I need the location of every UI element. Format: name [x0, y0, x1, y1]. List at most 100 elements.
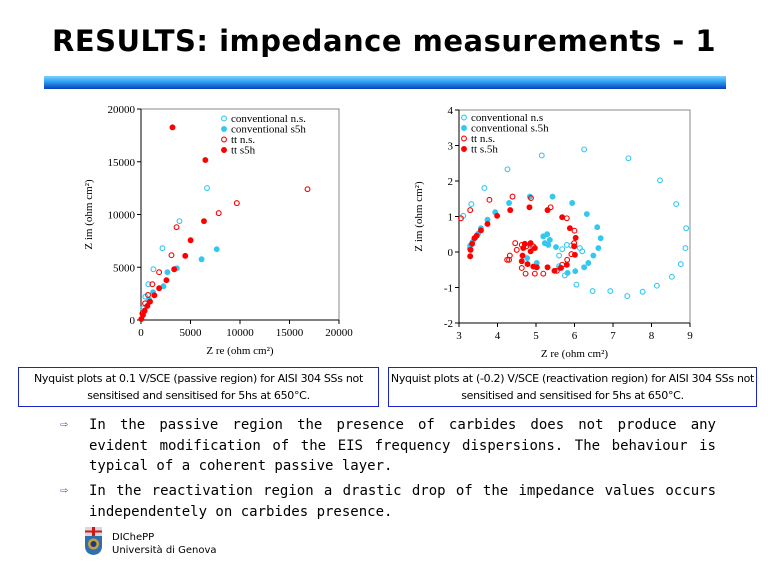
- data-point: [524, 261, 531, 268]
- legend-label: conventional n.s: [471, 112, 543, 124]
- bullet-text: In the reactivation region a drastic dro…: [89, 483, 716, 520]
- data-point: [653, 282, 660, 289]
- data-point: [524, 255, 531, 261]
- legend-label: tt s.5h: [471, 144, 498, 156]
- data-point: [486, 196, 493, 203]
- data-point: [607, 288, 614, 295]
- data-point: [156, 285, 163, 292]
- slide-title: RESULTS: impedance measurements - 1: [51, 24, 717, 58]
- data-point: [504, 166, 511, 173]
- data-point: [304, 186, 311, 193]
- nyquist-plot-passive: 0 5000 10000 15000 20000 0 5000 10000 15000 20000…: [83, 104, 353, 357]
- data-point: [544, 207, 551, 214]
- data-point: [572, 234, 579, 241]
- bullet-item: ⇨ In the passive region the presence of …: [60, 415, 716, 477]
- y-tick-label: -2: [444, 318, 453, 330]
- x-axis-label: Z re (ohm cm²): [206, 345, 273, 357]
- data-point: [506, 200, 513, 206]
- data-point: [540, 270, 547, 277]
- x-tick-label: 5: [533, 330, 539, 342]
- legend-marker: [221, 115, 227, 122]
- data-point: [163, 277, 170, 284]
- legend-marker: [461, 114, 467, 121]
- caption-reactivation: Nyquist plots at (-0.2) V/SCE (reactivat…: [388, 367, 757, 407]
- x-tick-label: 10000: [226, 327, 254, 339]
- data-point: [202, 157, 209, 164]
- x-tick-label: 7: [610, 330, 616, 342]
- x-tick-label: 9: [687, 330, 693, 342]
- data-point: [590, 252, 597, 259]
- data-point: [150, 266, 157, 273]
- data-point: [173, 224, 180, 231]
- data-point: [176, 218, 183, 225]
- x-tick-label: 4: [495, 330, 501, 342]
- data-point: [477, 227, 484, 234]
- data-point: [147, 298, 153, 305]
- data-point: [544, 264, 551, 271]
- data-point: [594, 224, 601, 231]
- data-point: [583, 211, 590, 217]
- legend-marker: [461, 125, 467, 131]
- data-point: [530, 263, 537, 270]
- data-point: [467, 246, 474, 253]
- data-point: [579, 248, 586, 255]
- data-point: [468, 201, 475, 208]
- x-axis-label: Z re (ohm cm²): [541, 348, 608, 360]
- y-tick-label: 5000: [113, 262, 136, 274]
- data-point: [144, 303, 151, 309]
- data-point: [545, 241, 552, 248]
- data-point: [540, 233, 547, 240]
- data-point: [198, 256, 205, 263]
- data-point: [213, 246, 220, 253]
- y-axis-label: Z im (ohm cm²): [83, 179, 95, 250]
- data-point: [233, 200, 240, 207]
- x-tick-label: 3: [456, 330, 462, 342]
- bullet-item: ⇨ In the reactivation region a drastic d…: [60, 481, 716, 522]
- data-point: [159, 245, 166, 252]
- data-point: [597, 235, 604, 242]
- x-tick-label: 5000: [180, 327, 203, 339]
- data-point: [683, 225, 690, 232]
- data-point: [668, 273, 675, 280]
- data-point: [556, 252, 563, 259]
- data-point: [467, 207, 474, 214]
- legend-label: conventional n.s.: [231, 113, 306, 125]
- data-point: [551, 267, 558, 274]
- chart-reactivation-region: 3 4 5 6 7 8 9 -2 -1 0 1 2 3 4 Z re (ohm cm²) Z im (ohm …: [408, 98, 700, 366]
- data-point: [585, 260, 592, 266]
- data-point: [467, 253, 474, 260]
- data-point: [507, 207, 514, 214]
- data-point: [504, 256, 511, 263]
- arrow-bullet-icon: ⇨: [60, 483, 68, 498]
- title-underline-bar: [44, 76, 726, 89]
- data-point: [573, 281, 580, 288]
- y-tick-label: 10000: [108, 210, 136, 222]
- data-point: [521, 240, 528, 247]
- legend-marker: [461, 135, 467, 142]
- y-tick-label: 20000: [108, 104, 136, 116]
- legend-label: tt s5h: [231, 145, 256, 157]
- data-point: [682, 245, 689, 252]
- data-point: [215, 210, 222, 217]
- data-point: [204, 185, 210, 192]
- data-point: [624, 293, 631, 299]
- nyquist-plot-reactivation: 3 4 5 6 7 8 9 -2 -1 0 1 2 3 4 Z re (ohm cm²) Z im (ohm …: [413, 105, 693, 360]
- data-point: [538, 152, 545, 159]
- legend-marker: [221, 126, 227, 132]
- data-point: [553, 244, 559, 250]
- data-point: [571, 251, 578, 258]
- data-point: [559, 246, 566, 253]
- data-point: [512, 240, 519, 247]
- data-point: [546, 236, 553, 243]
- data-point: [145, 292, 151, 298]
- data-point: [201, 218, 207, 225]
- y-tick-label: 2: [448, 176, 454, 188]
- data-point: [531, 270, 538, 277]
- data-point: [657, 177, 663, 184]
- data-point: [522, 270, 529, 277]
- data-point: [494, 212, 501, 219]
- data-point: [639, 288, 646, 295]
- data-point: [549, 193, 556, 200]
- legend-label: conventional s5h: [231, 124, 306, 136]
- legend-marker: [221, 136, 227, 143]
